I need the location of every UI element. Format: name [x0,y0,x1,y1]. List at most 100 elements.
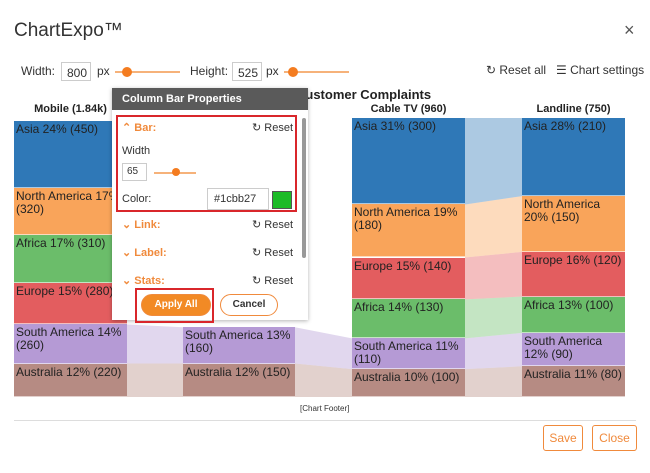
segment-label: North America 20% (150) [524,197,601,225]
segment-label: Asia 31% (300) [354,119,437,133]
column-segment: Asia 24% (450) [14,120,127,188]
reset-all[interactable]: ↻ Reset all [486,63,547,77]
column-title: Cable TV (960) [370,103,447,115]
segment-label: South America 12% (90) [524,333,603,361]
segment-label: Africa 17% (310) [16,236,106,251]
segment-label: Europe 16% (120) [524,252,622,267]
color-label: Color: [122,193,152,205]
height-slider[interactable] [284,71,349,73]
width-unit: px [97,64,110,78]
label-reset-text: Reset [264,247,294,259]
bar-label: Bar: [134,122,157,134]
label-reset[interactable]: ↻ Reset [252,247,294,259]
link-section[interactable]: ⌄ Link: [122,219,161,231]
link [465,366,522,397]
color-swatch[interactable] [272,191,292,209]
bar-width-knob[interactable] [172,168,180,176]
bar-reset-text: Reset [264,122,294,134]
column-segment: North America 19% (180) [352,204,465,258]
column-segment: South America 13% (160) [183,327,295,364]
height-label: Height: [190,64,229,78]
column-segment: Australia 12% (150) [183,363,295,397]
stats-reset[interactable]: ↻ Reset [252,275,294,287]
link [465,332,522,370]
column-segment: Africa 17% (310) [14,235,127,283]
column-segment: Europe 15% (280) [14,282,127,325]
width-prop-label: Width [122,145,151,157]
stats-label: Stats: [134,275,165,287]
column-segment: South America 11% (110) [352,338,465,370]
bar-width-input[interactable]: 65 [122,163,147,181]
column-segment: North America 20% (150) [522,196,625,252]
reset-all-text: Reset all [499,63,547,77]
height-knob[interactable] [288,67,298,77]
chart-title: Customer Complaints [296,87,432,102]
apply-all-button[interactable]: Apply All [141,294,211,316]
link-label: Link: [134,219,161,231]
cancel-button[interactable]: Cancel [220,294,278,316]
highlight-bar [116,115,297,212]
bar-reset[interactable]: ↻ Reset [252,122,294,134]
close-button[interactable]: Close [592,425,637,451]
stats-reset-text: Reset [264,275,294,287]
column-segment: Africa 13% (100) [522,296,625,333]
column-segment: Europe 15% (140) [352,257,465,300]
width-slider[interactable] [115,71,180,73]
column-segment: Asia 28% (210) [522,118,625,197]
segment-label: Europe 15% (280) [16,283,114,298]
divider [14,420,636,421]
column-title: Mobile (1.84k) [34,103,107,115]
chart-settings-text: Chart settings [570,63,645,77]
link-reset-text: Reset [264,219,294,231]
height-unit: px [266,64,279,78]
column-segment: Australia 10% (100) [352,369,465,397]
link [465,296,522,339]
chart-footer: [Chart Footer] [300,404,350,413]
height-input[interactable]: 525 [232,62,262,81]
scrollbar[interactable] [302,118,306,258]
segment-label: South America 13% (160) [185,328,291,356]
segment-label: Europe 15% (140) [354,258,452,273]
bar-section[interactable]: ⌃ Bar: [122,122,157,134]
panel-title: Column Bar Properties [112,88,308,110]
width-input[interactable]: 800 [61,62,91,81]
column-segment: North America 17% (320) [14,187,127,236]
app-title: ChartExpo™ [14,20,123,41]
link [127,363,183,397]
link [295,327,352,370]
column-segment: South America 12% (90) [522,332,625,367]
link [127,324,183,364]
close-icon[interactable]: × [624,20,635,40]
column-title: Landline (750) [536,103,611,115]
segment-label: North America 19% (180) [354,205,458,233]
segment-label: Australia 11% (80) [524,367,622,382]
column-segment: Australia 11% (80) [522,366,625,397]
label-section[interactable]: ⌄ Label: [122,247,167,259]
label-label: Label: [134,247,167,259]
segment-label: North America 17% (320) [16,188,120,216]
segment-label: South America 11% (110) [354,339,459,367]
segment-label: Asia 24% (450) [16,121,99,136]
segment-label: Africa 13% (100) [524,297,614,312]
save-button[interactable]: Save [543,425,583,451]
column-segment: Europe 16% (120) [522,251,625,297]
column-segment: Australia 12% (220) [14,363,127,397]
link [465,118,522,205]
column-segment: South America 14% (260) [14,324,127,364]
column-segment: Asia 31% (300) [352,118,465,205]
properties-panel: Column Bar Properties ⌃ Bar: ↻ Reset Wid… [112,88,308,323]
link [465,251,522,300]
link [295,363,352,397]
chart-settings[interactable]: ☰ Chart settings [556,63,645,77]
segment-label: Australia 12% (220) [16,364,122,379]
column-segment: Africa 14% (130) [352,299,465,339]
link [465,196,522,258]
highlight-apply [135,288,214,323]
segment-label: South America 14% (260) [16,325,122,353]
link-reset[interactable]: ↻ Reset [252,219,294,231]
stats-section[interactable]: ⌄ Stats: [122,275,165,287]
width-knob[interactable] [122,67,132,77]
color-input[interactable]: #1cbb27 [207,188,269,210]
